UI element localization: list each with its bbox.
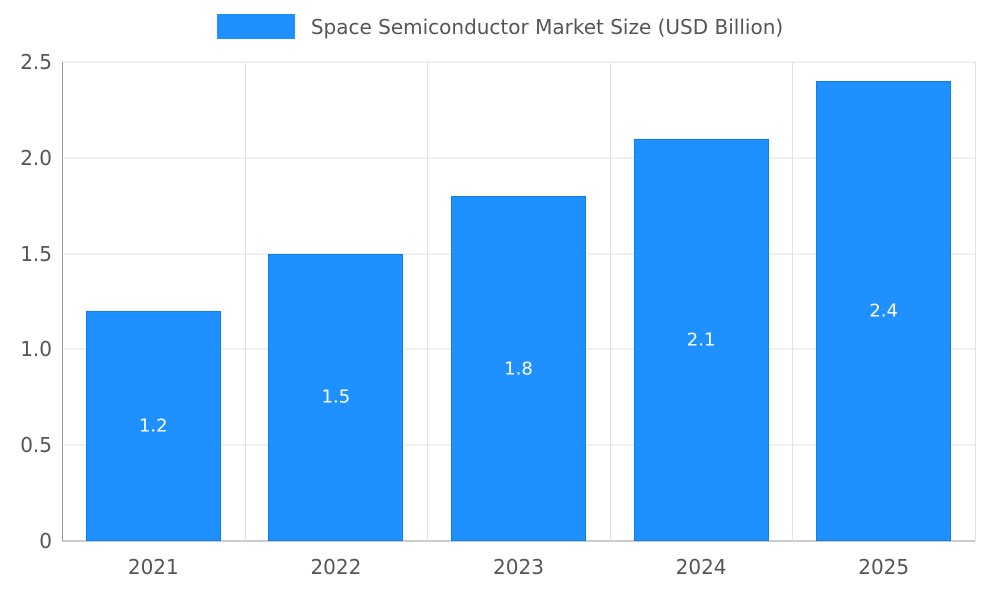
bar-2022: 1.5	[268, 253, 404, 541]
y-tick-label: 1.5	[20, 241, 52, 266]
bar-2021: 1.2	[85, 311, 221, 541]
x-axis-labels: 2021 2022 2023 2024 2025	[62, 555, 975, 579]
x-tick-label: 2024	[675, 555, 727, 579]
chart-title: Space Semiconductor Market Size (USD Bil…	[310, 14, 784, 39]
gridline-horizontal	[62, 61, 975, 63]
y-tick-label: 1.0	[20, 337, 52, 362]
legend: Space Semiconductor Market Size (USD Bil…	[0, 14, 1000, 39]
gridline-vertical	[244, 62, 246, 541]
bar-value-label: 1.8	[504, 358, 533, 380]
bar-value-label: 2.1	[686, 329, 716, 351]
bar-slot: 1.2	[62, 62, 245, 541]
gridline-vertical	[609, 62, 611, 541]
bars-layer: 1.2 1.5 1.8 2.1 2.4	[62, 62, 975, 541]
x-tick-label: 2025	[858, 555, 910, 579]
bar-value-label: 1.5	[321, 386, 351, 408]
y-axis-line	[62, 62, 63, 541]
bar-slot: 1.5	[245, 62, 428, 541]
bar-slot: 1.8	[427, 62, 610, 541]
x-tick-label: 2021	[127, 555, 179, 579]
bar-2024: 2.1	[633, 138, 769, 541]
gridline-vertical	[975, 62, 976, 541]
x-axis-line	[62, 540, 975, 542]
y-tick-label: 2.0	[20, 145, 52, 170]
y-axis-labels: 0 0.5 1.0 1.5 2.0 2.5	[0, 50, 52, 553]
bar-value-label: 1.2	[138, 415, 168, 437]
bar-slot: 2.4	[792, 62, 975, 541]
gridline-vertical	[792, 62, 794, 541]
bar-2023: 1.8	[450, 196, 587, 541]
x-tick-label: 2023	[493, 555, 544, 579]
bar-slot: 2.1	[610, 62, 793, 541]
y-tick-label: 0.5	[20, 433, 52, 458]
bar-2025: 2.4	[816, 81, 952, 541]
legend-swatch	[216, 14, 295, 39]
bar-value-label: 2.4	[869, 300, 898, 322]
gridline-vertical	[427, 62, 429, 541]
plot-area: 1.2 1.5 1.8 2.1 2.4	[62, 61, 976, 542]
x-tick-label: 2022	[310, 555, 362, 579]
y-tick-label: 0	[39, 529, 52, 553]
y-tick-label: 2.5	[20, 50, 52, 74]
gridline-horizontal	[62, 157, 975, 159]
